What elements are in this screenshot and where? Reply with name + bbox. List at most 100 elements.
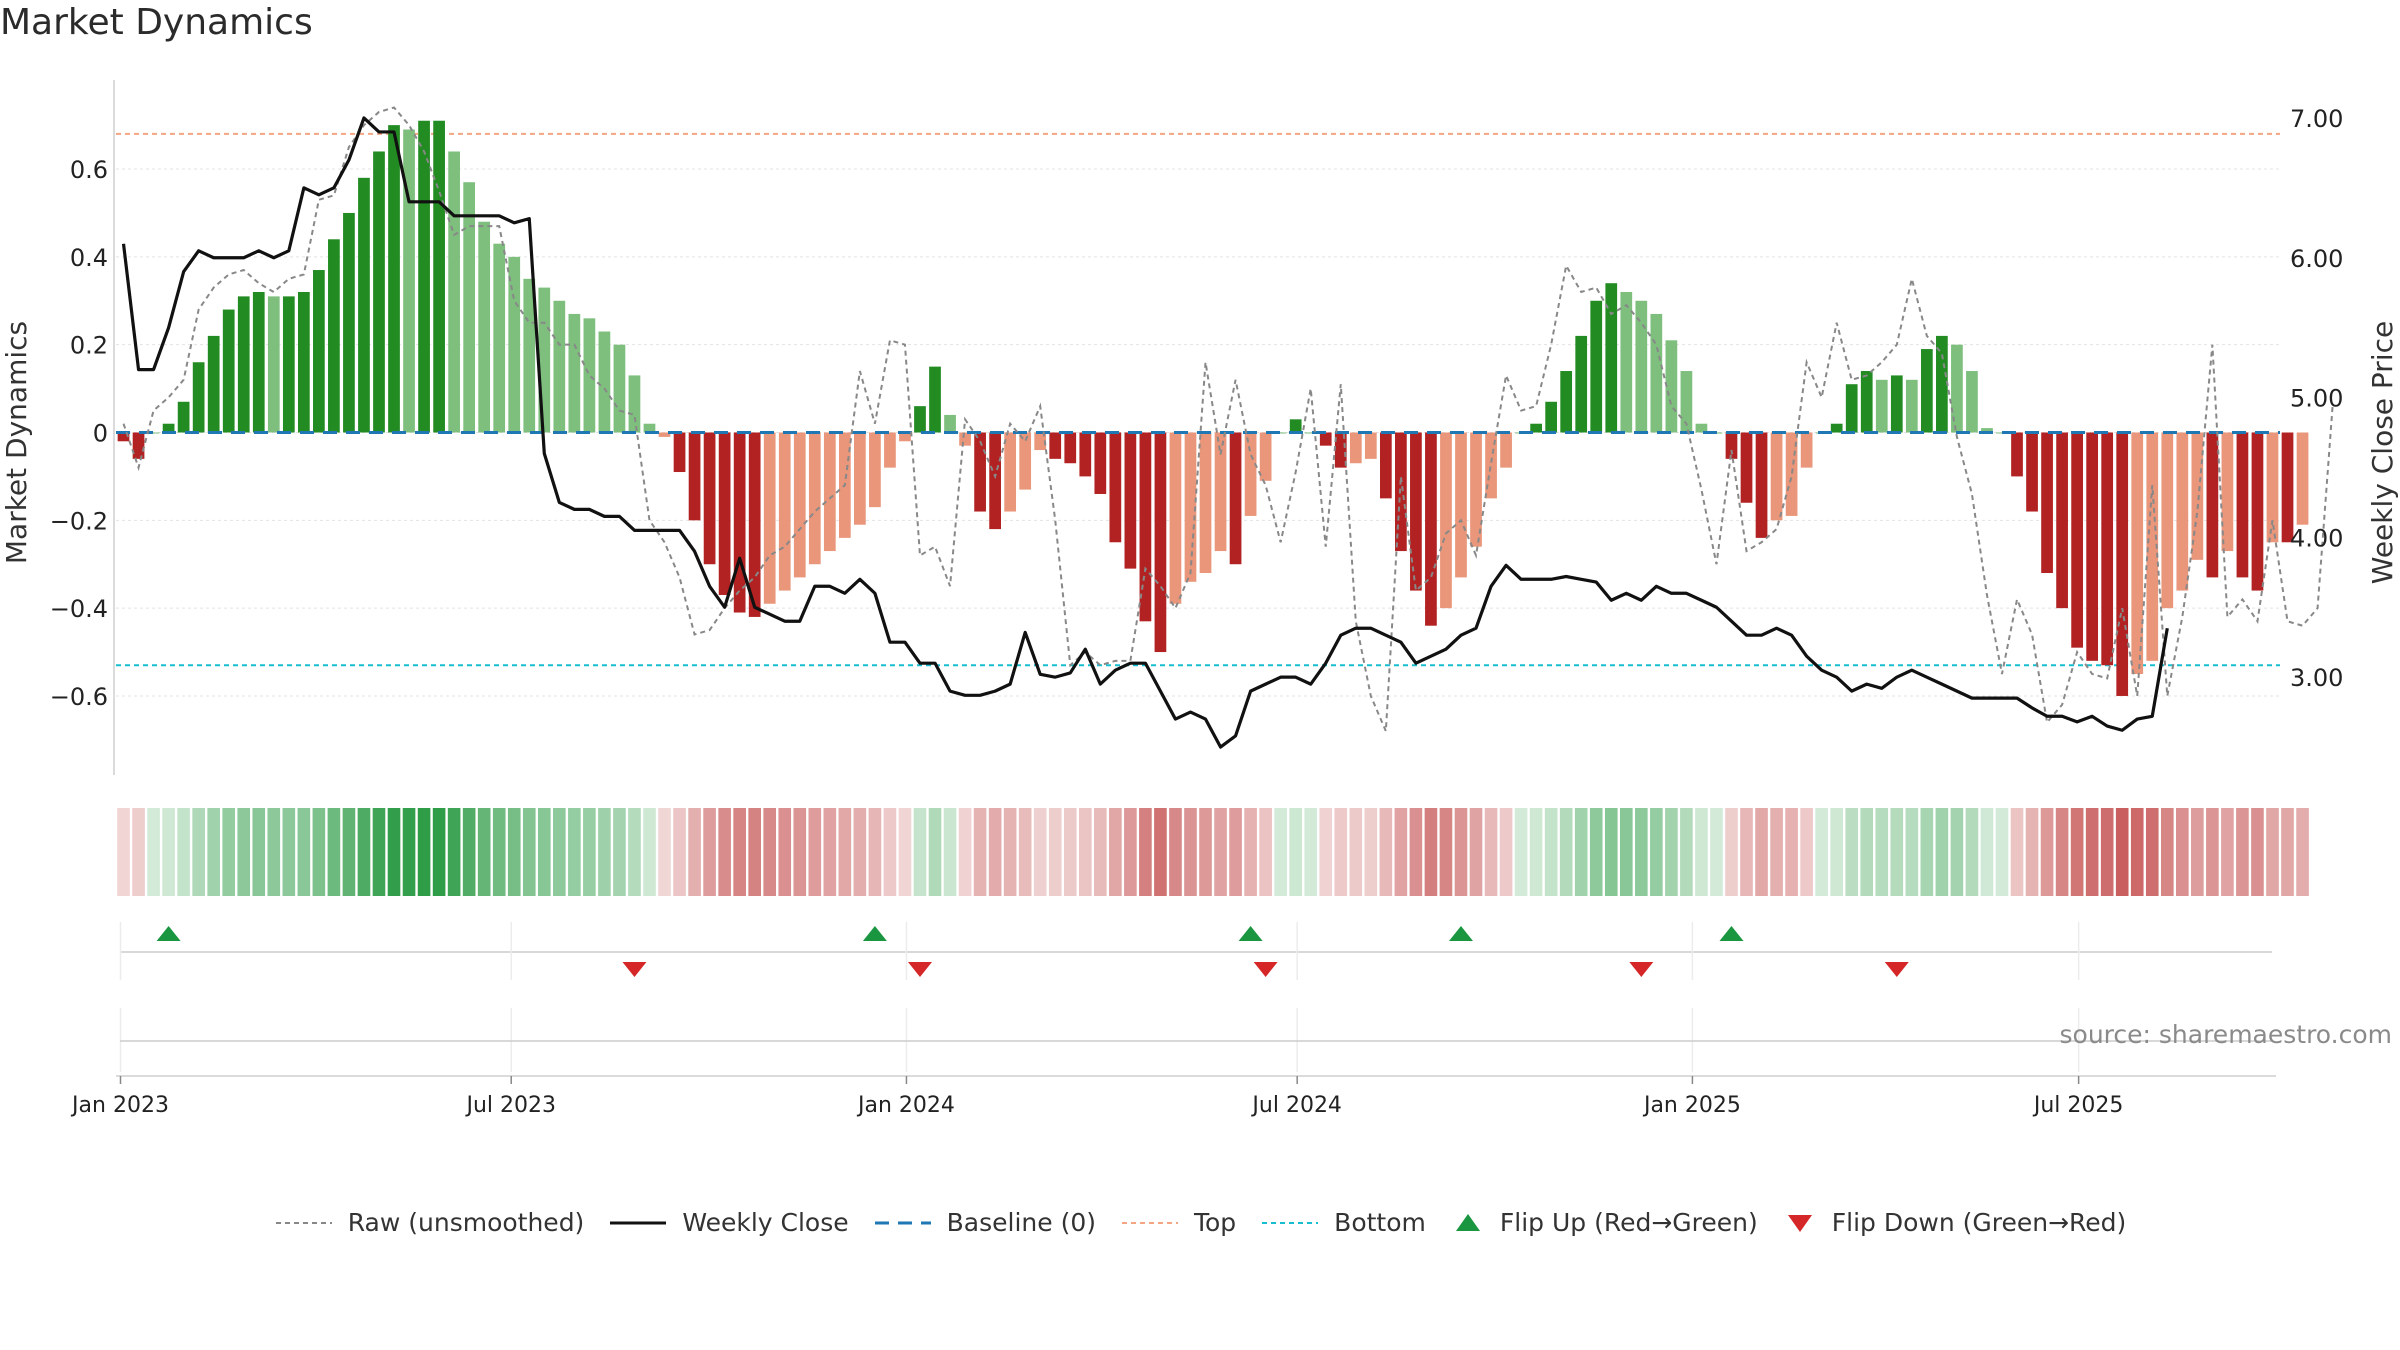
flip-up-marker — [1238, 926, 1263, 941]
strip-cell — [853, 808, 867, 896]
strip-cell — [718, 808, 731, 896]
flip-down-marker — [907, 962, 932, 977]
md-bar — [478, 221, 491, 433]
strip-cell — [703, 808, 716, 896]
strip-cell — [507, 808, 521, 896]
strip-cell — [1695, 808, 1708, 896]
md-bar — [1124, 432, 1137, 569]
strip-cell — [568, 808, 581, 896]
strip-cell — [2160, 808, 2174, 896]
md-bar — [1349, 432, 1362, 464]
strip-cell — [1409, 808, 1423, 896]
legend-close: Weekly Close — [608, 1208, 849, 1237]
strip-cell — [312, 808, 326, 896]
flip-up-marker — [862, 926, 887, 941]
strip-cell — [2070, 808, 2084, 896]
strip-cell — [447, 808, 461, 896]
md-bar — [237, 296, 250, 433]
strip-cell — [1680, 808, 1693, 896]
md-bar — [1605, 283, 1618, 433]
legend-close-label: Weekly Close — [682, 1208, 849, 1237]
strip-cell — [1650, 808, 1663, 896]
md-bar — [688, 432, 701, 521]
flip-down-marker — [1884, 962, 1909, 977]
md-bar — [1470, 432, 1482, 547]
strip-cell — [147, 808, 160, 896]
md-bar — [343, 212, 355, 433]
md-bar — [1064, 432, 1077, 464]
md-bar — [1169, 432, 1182, 604]
strip-cell — [1139, 808, 1152, 896]
time-tick-label: Jan 2023 — [70, 1093, 169, 1118]
strip-cell — [2251, 808, 2264, 896]
md-bar — [1695, 423, 1708, 433]
md-bar — [1951, 344, 1963, 433]
heat-strip — [117, 808, 2309, 896]
strip-cell — [553, 808, 566, 896]
md-bar — [267, 296, 280, 433]
md-bar — [1905, 379, 1918, 433]
left-tick-label: −0.4 — [50, 595, 108, 623]
left-tick-label: 0.6 — [70, 156, 108, 184]
strip-cell — [808, 808, 822, 896]
flip-up-marker — [156, 926, 181, 941]
md-bar — [252, 291, 265, 433]
md-bar — [2086, 432, 2099, 661]
strip-cell — [237, 808, 251, 896]
legend-bottom: Bottom — [1260, 1208, 1426, 1237]
time-tick-label: Jul 2025 — [2032, 1093, 2124, 1118]
md-bar — [1590, 300, 1603, 433]
md-bar — [1996, 432, 2008, 434]
md-bar — [2011, 432, 2023, 477]
md-bar — [207, 335, 220, 433]
md-bar — [1890, 375, 1903, 433]
strip-cell — [1800, 808, 1813, 896]
strip-cell — [1529, 808, 1543, 896]
time-tick-label: Jan 2024 — [856, 1093, 955, 1118]
right-tick-label: 6.00 — [2290, 245, 2343, 273]
strip-cell — [868, 808, 882, 896]
strip-cell — [823, 808, 837, 896]
strip-cell — [688, 808, 701, 896]
strip-cell — [898, 808, 912, 896]
md-bar — [2176, 432, 2189, 591]
md-bar — [2056, 432, 2068, 609]
md-bar — [1635, 300, 1648, 433]
strip-cell — [1965, 808, 1979, 896]
md-bar — [884, 432, 896, 468]
left-tick-label: −0.2 — [50, 507, 108, 535]
strip-cell — [973, 808, 987, 896]
md-bar — [328, 239, 340, 433]
md-bar — [2191, 432, 2204, 560]
md-bar — [2101, 432, 2114, 666]
strip-cell — [883, 808, 897, 896]
strip-cell — [522, 808, 536, 896]
md-bar — [598, 331, 611, 433]
md-bar — [1229, 432, 1242, 565]
md-bar — [192, 362, 205, 433]
md-bar — [1800, 432, 1813, 468]
flip-markers — [120, 926, 2272, 977]
strip-cell — [1589, 808, 1603, 896]
strip-cell — [2221, 808, 2234, 896]
md-bar — [1455, 432, 1467, 578]
md-bar — [673, 432, 686, 473]
strip-cell — [1619, 808, 1633, 896]
strip-cell — [613, 808, 626, 896]
md-bar — [1334, 432, 1347, 468]
md-bar — [1004, 432, 1017, 512]
time-tick-label: Jul 2023 — [464, 1093, 556, 1118]
md-bar — [763, 432, 776, 604]
strip-cell — [2206, 808, 2219, 896]
md-bar — [959, 432, 971, 446]
axes-group: −0.6 −0.4 −0.2 0 0.2 0.4 0.6 3.00 4.00 5.00 6.00 7.… — [0, 80, 2399, 775]
md-bar — [2281, 432, 2294, 543]
legend-flip-up-label: Flip Up (Red→Green) — [1499, 1208, 1758, 1237]
md-bar — [1259, 432, 1272, 481]
strip-cell — [628, 808, 641, 896]
time-tick-label: Jul 2024 — [1250, 1093, 1342, 1118]
md-bar — [1785, 432, 1798, 516]
strip-cell — [1755, 808, 1768, 896]
legend-bottom-label: Bottom — [1334, 1208, 1426, 1237]
strip-cell — [372, 808, 386, 896]
